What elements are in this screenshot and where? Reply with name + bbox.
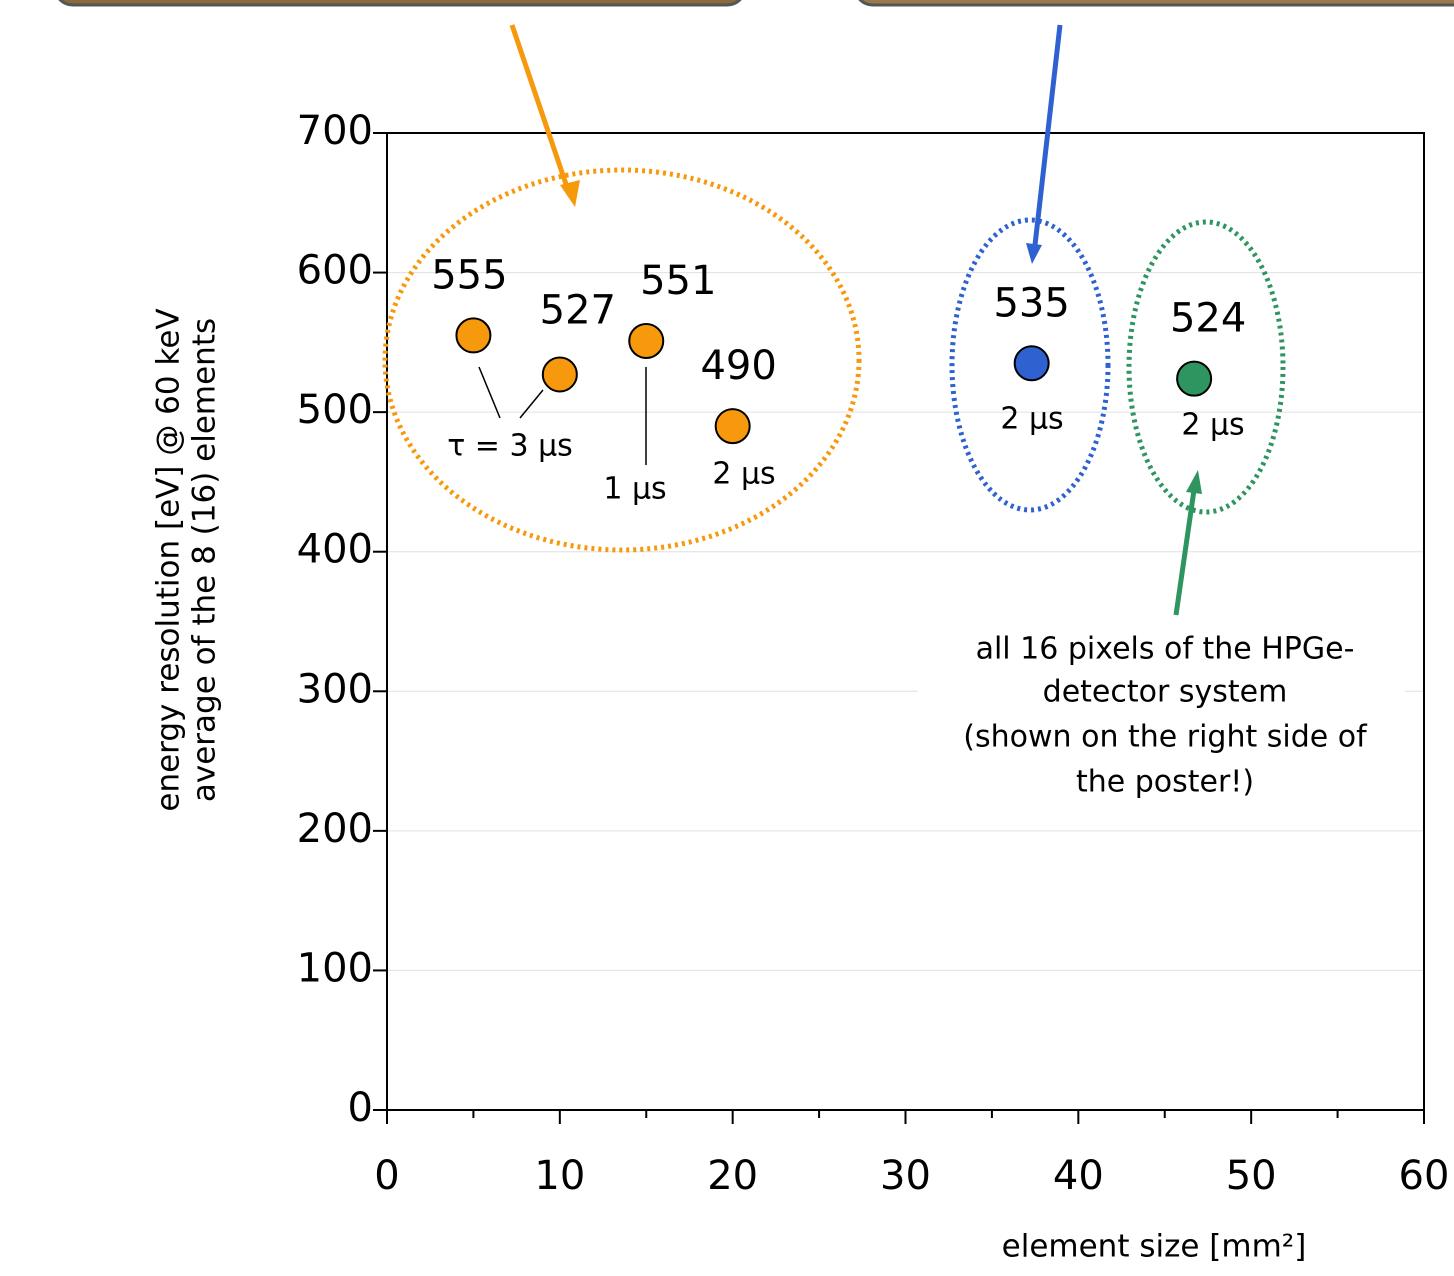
data-label: 527: [540, 287, 616, 333]
x-tick-label: 40: [1053, 1153, 1104, 1199]
cropped-image: [855, 0, 1454, 5]
x-tick-label: 60: [1399, 1153, 1450, 1199]
x-tick-label: 20: [707, 1153, 758, 1199]
y-axis-label-line: average of the 8 (16) elements: [187, 318, 223, 802]
point: [629, 324, 663, 358]
annotation: τ = 3 μs: [447, 429, 573, 464]
data-label: 524: [1170, 296, 1246, 342]
note-line: detector system: [1043, 675, 1288, 710]
data-label: 551: [640, 258, 716, 304]
note-line: (shown on the right side of: [963, 720, 1368, 755]
point: [456, 318, 490, 352]
chart: 0 100 200 300 400 500 600 700 0 10 20 30 40 50 60 elem…: [0, 0, 1454, 1276]
y-tick-label: 300: [297, 666, 373, 712]
annotation: 1 μs: [603, 472, 666, 507]
x-tick-label: 50: [1226, 1153, 1277, 1199]
y-tick-label: 500: [297, 387, 373, 433]
y-tick-label: 0: [348, 1085, 373, 1131]
point: [543, 357, 577, 391]
annotation: 2 μs: [1181, 408, 1244, 443]
x-tick-label: 0: [374, 1153, 399, 1199]
y-tick-label: 700: [297, 108, 373, 154]
arrowhead: [1026, 243, 1042, 264]
x-tick-label: 10: [534, 1153, 585, 1199]
data-label: 555: [431, 252, 507, 298]
note-line: the poster!): [1076, 765, 1254, 800]
point: [716, 409, 750, 443]
annotation: 2 μs: [712, 457, 775, 492]
y-axis-label-line: energy resolution [eV] @ 60 keV: [151, 308, 187, 811]
arrowhead: [560, 180, 580, 207]
y-axis-label: energy resolution [eV] @ 60 keV average …: [151, 308, 223, 811]
note-line: all 16 pixels of the HPGe-: [976, 632, 1355, 667]
leader-line: [479, 367, 500, 418]
data-label: 535: [993, 280, 1069, 326]
cropped-image: [55, 0, 745, 5]
y-tick-label: 400: [297, 527, 373, 573]
arrow: [1035, 25, 1060, 245]
y-tick-label: 200: [297, 806, 373, 852]
arrow: [1176, 490, 1194, 615]
leader-line: [520, 390, 543, 418]
y-tick-label: 600: [297, 248, 373, 294]
arrowhead: [1186, 470, 1202, 494]
point: [1177, 362, 1211, 396]
x-axis-label: element size [mm²]: [1002, 1229, 1307, 1265]
annotation: 2 μs: [1000, 402, 1063, 437]
data-label: 490: [700, 343, 776, 389]
point: [1015, 346, 1049, 380]
x-tick-label: 30: [880, 1153, 931, 1199]
y-tick-label: 100: [297, 945, 373, 991]
arrow: [512, 25, 568, 190]
